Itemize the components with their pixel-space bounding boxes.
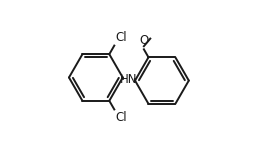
Text: O: O (139, 34, 148, 47)
Text: HN: HN (120, 73, 138, 86)
Text: Cl: Cl (115, 111, 127, 124)
Text: Cl: Cl (115, 31, 127, 44)
